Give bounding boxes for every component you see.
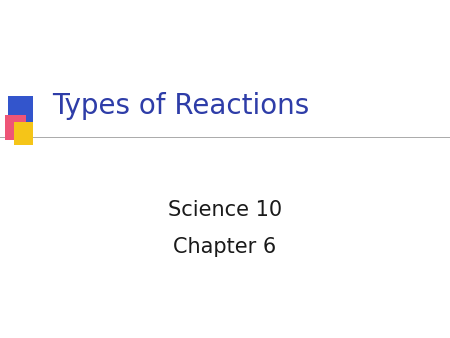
Bar — [14, 122, 33, 145]
Text: Chapter 6: Chapter 6 — [173, 237, 277, 257]
Text: Science 10: Science 10 — [168, 199, 282, 220]
Bar — [4, 115, 26, 140]
Text: Types of Reactions: Types of Reactions — [52, 93, 309, 120]
Bar — [8, 96, 33, 128]
